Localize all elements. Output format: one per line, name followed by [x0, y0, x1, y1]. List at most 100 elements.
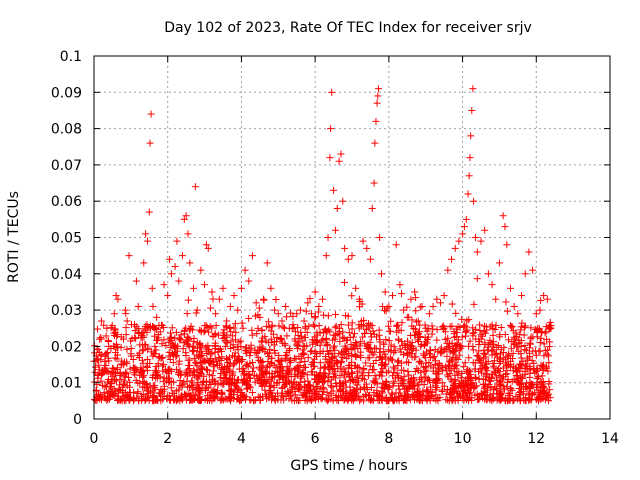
data-point [340, 381, 348, 389]
data-point [499, 212, 507, 220]
data-point [363, 244, 371, 252]
data-point [256, 371, 264, 379]
data-point [454, 323, 462, 331]
data-point [339, 197, 347, 205]
data-point [453, 340, 461, 348]
data-point [277, 356, 285, 364]
data-point [166, 255, 174, 263]
data-point [120, 381, 128, 389]
data-point [309, 336, 317, 344]
data-point [405, 383, 413, 391]
data-point [393, 396, 401, 404]
data-point [104, 368, 112, 376]
data-point [423, 327, 431, 335]
data-point [500, 373, 508, 381]
data-point [545, 380, 553, 388]
data-point [542, 328, 550, 336]
data-point [469, 330, 477, 338]
data-point [198, 347, 206, 355]
data-point [529, 390, 537, 398]
data-point [301, 333, 309, 341]
data-point [465, 373, 473, 381]
data-point [267, 327, 275, 335]
data-point [169, 358, 177, 366]
data-point [536, 393, 544, 401]
data-point [289, 321, 297, 329]
data-point [150, 392, 158, 400]
data-point [328, 383, 336, 391]
data-point [380, 340, 388, 348]
data-point [502, 361, 510, 369]
data-point [120, 377, 128, 385]
data-point [390, 377, 398, 385]
data-point [496, 359, 504, 367]
data-point [348, 376, 356, 384]
data-point [382, 307, 390, 315]
data-point [398, 319, 406, 327]
data-point [121, 306, 129, 314]
y-tick-label: 0.04 [51, 267, 82, 283]
data-point [205, 371, 213, 379]
data-point [202, 383, 210, 391]
data-point [325, 370, 333, 378]
data-point [300, 383, 308, 391]
data-point [229, 341, 237, 349]
data-point [302, 392, 310, 400]
data-point [299, 370, 307, 378]
data-point [144, 344, 152, 352]
data-point [178, 252, 186, 260]
data-point [510, 302, 518, 310]
data-point [315, 302, 323, 310]
x-tick-label: 2 [163, 431, 172, 447]
data-point [303, 371, 311, 379]
data-point [348, 319, 356, 327]
data-point [339, 379, 347, 387]
data-point [272, 338, 280, 346]
data-point [512, 340, 520, 348]
data-point [415, 328, 423, 336]
data-point [292, 328, 300, 336]
data-point [510, 376, 518, 384]
data-point [344, 255, 352, 263]
data-point [271, 306, 279, 314]
data-point [341, 244, 349, 252]
data-point [490, 357, 498, 365]
data-point [334, 330, 342, 338]
data-point [483, 372, 491, 380]
data-point [348, 325, 356, 333]
data-point [545, 397, 553, 405]
data-point [356, 386, 364, 394]
data-point [538, 378, 546, 386]
data-point [262, 392, 270, 400]
data-point [471, 365, 479, 373]
data-point [101, 352, 109, 360]
data-point [296, 306, 304, 314]
data-point [336, 337, 344, 345]
data-point [164, 292, 172, 300]
data-point [366, 321, 374, 329]
data-point [449, 354, 457, 362]
data-point [97, 377, 105, 385]
data-point [146, 359, 154, 367]
data-point [161, 366, 169, 374]
data-point [380, 384, 388, 392]
data-point [408, 353, 416, 361]
data-point [471, 234, 479, 241]
data-point [403, 313, 411, 321]
data-point [451, 379, 459, 387]
data-point [395, 385, 403, 393]
data-point [514, 375, 522, 383]
data-point [414, 338, 422, 346]
data-point [209, 295, 217, 303]
data-point [456, 382, 464, 390]
data-point [280, 396, 288, 404]
data-point [449, 396, 457, 404]
data-point [94, 371, 102, 379]
data-point [373, 99, 381, 107]
data-point [136, 379, 144, 387]
data-point [291, 391, 299, 399]
data-point [526, 340, 534, 348]
data-point [159, 377, 167, 385]
data-point [324, 312, 332, 320]
y-tick-label: 0.1 [60, 49, 82, 65]
